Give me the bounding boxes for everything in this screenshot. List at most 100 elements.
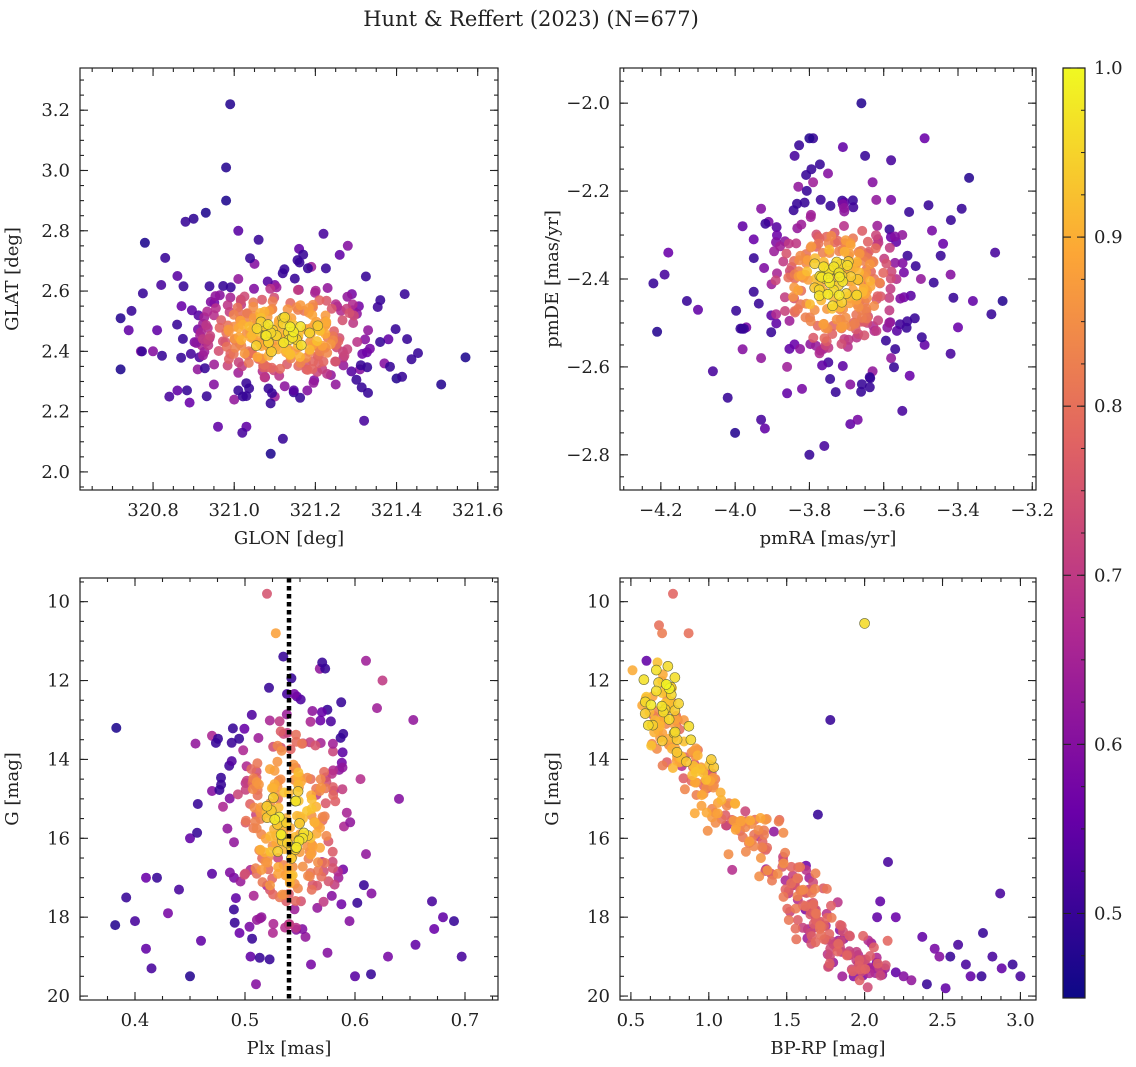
data-point (811, 908, 822, 919)
data-point (805, 212, 816, 223)
data-point (819, 441, 830, 451)
x-axis-label: GLON [deg] (234, 528, 344, 549)
data-point (784, 315, 795, 326)
data-point (318, 228, 329, 239)
data-point (210, 303, 221, 314)
data-point (967, 296, 978, 306)
colorbar-tick-label: 0.5 (1094, 903, 1123, 924)
data-point (303, 870, 313, 881)
data-point (825, 374, 836, 384)
data-point (282, 304, 293, 315)
data-point (663, 714, 675, 725)
data-point (259, 372, 270, 383)
data-point (834, 271, 845, 283)
y-tick-label: −2.6 (566, 357, 610, 378)
data-point (385, 361, 395, 372)
data-point (229, 917, 240, 928)
data-point (824, 244, 835, 255)
data-point (377, 675, 388, 686)
data-point (794, 255, 805, 266)
data-point (795, 344, 806, 354)
data-point (897, 405, 908, 416)
data-point (953, 322, 963, 333)
data-point (208, 379, 219, 390)
data-point (152, 872, 162, 883)
data-point (778, 858, 789, 869)
data-point (290, 795, 302, 807)
data-point (662, 660, 674, 672)
data-point (822, 288, 834, 300)
data-point (328, 782, 338, 793)
data-point (363, 387, 373, 398)
data-point (186, 305, 197, 316)
data-point (1015, 971, 1026, 982)
colorbar-tick-label: 0.9 (1094, 227, 1123, 248)
data-point (249, 283, 259, 294)
data-point (727, 864, 738, 875)
data-point (976, 971, 987, 982)
data-point (210, 291, 221, 302)
data-point (178, 281, 189, 292)
data-point (871, 230, 881, 241)
data-point (115, 364, 126, 375)
data-point (202, 306, 213, 317)
data-point (884, 305, 895, 316)
x-tick-label: 321.6 (452, 500, 504, 521)
data-point (778, 256, 789, 267)
data-point (681, 296, 692, 306)
data-point (321, 295, 332, 306)
data-point (960, 959, 971, 970)
data-point (793, 285, 804, 296)
data-point (305, 716, 316, 727)
data-point (745, 815, 756, 826)
data-point (885, 273, 896, 284)
data-point (141, 943, 151, 954)
data-point (164, 391, 175, 402)
axis-ticks (620, 68, 1036, 490)
data-point (264, 682, 274, 693)
y-tick-label: 2.2 (41, 402, 70, 423)
data-point (350, 971, 360, 982)
data-point (652, 326, 663, 337)
data-point (679, 784, 690, 795)
y-tick-label: 16 (587, 828, 610, 849)
y-tick-label: −2.4 (566, 269, 610, 290)
data-point (216, 772, 226, 783)
y-tick-label: 10 (587, 592, 610, 613)
data-point (346, 366, 357, 377)
data-point (246, 709, 257, 720)
data-point (792, 915, 803, 925)
data-point (793, 181, 804, 192)
data-point (857, 225, 868, 236)
data-point (218, 281, 229, 291)
data-point (302, 806, 312, 816)
data-point (438, 912, 448, 923)
data-point (239, 723, 250, 734)
data-point (768, 826, 779, 837)
data-point (199, 363, 210, 374)
data-point (248, 301, 259, 312)
x-tick-label: 2.0 (850, 1010, 879, 1031)
data-point (361, 655, 371, 666)
data-point (244, 921, 255, 932)
data-point (223, 324, 234, 335)
data-point (344, 916, 355, 927)
data-point (668, 588, 678, 599)
data-point (110, 920, 121, 931)
data-point (819, 333, 830, 344)
data-point (923, 200, 934, 211)
data-point (321, 830, 332, 841)
data-point (262, 588, 272, 599)
data-point (239, 348, 250, 359)
data-point (266, 346, 277, 358)
data-point (137, 346, 147, 357)
data-point (871, 325, 882, 336)
data-point (372, 302, 383, 312)
data-point (945, 348, 956, 359)
data-point (845, 240, 856, 251)
data-point (330, 356, 341, 367)
data-point (815, 920, 826, 931)
x-tick-label: −4.2 (639, 500, 683, 521)
data-point (756, 353, 767, 364)
data-point (272, 756, 283, 767)
